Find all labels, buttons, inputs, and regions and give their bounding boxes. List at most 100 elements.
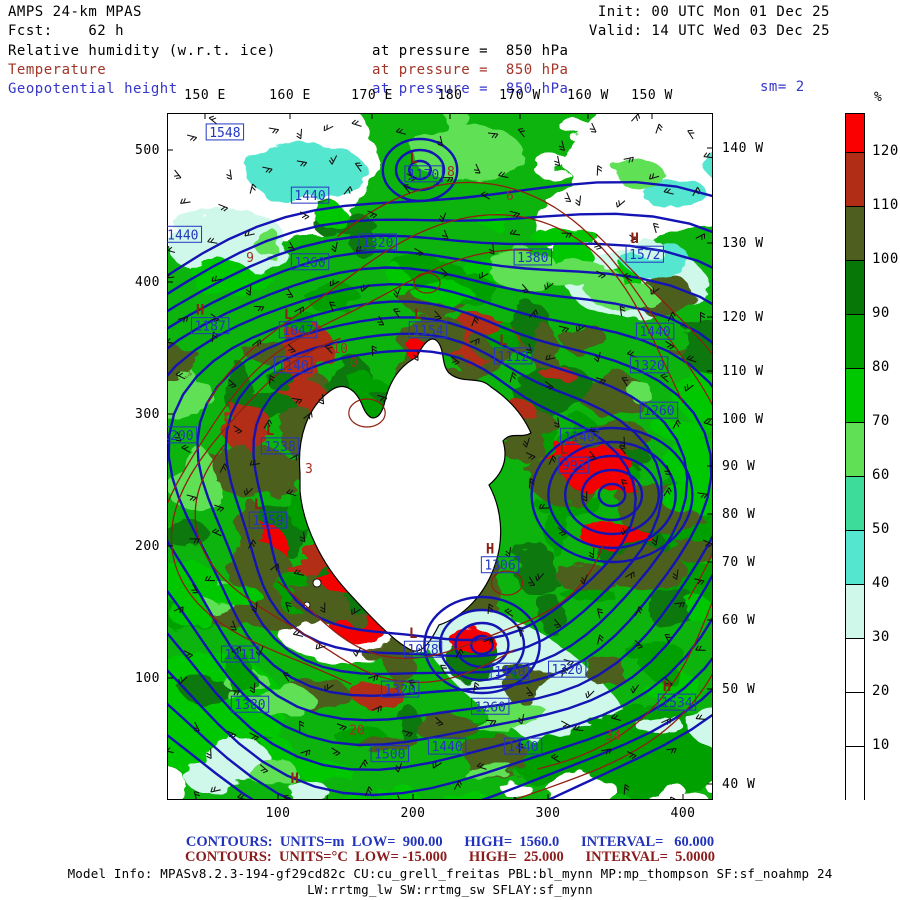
colorbar-segment (846, 114, 864, 153)
height-label-box (635, 322, 675, 340)
height-label-box (490, 662, 530, 680)
height-label-box (560, 427, 599, 445)
height-label: 1260 (643, 404, 674, 419)
axis-tick-label: 100 W (722, 412, 764, 427)
model-info-line2: LW:rrtmg_lw SW:rrtmg_sw SFLAY:sf_mynn (307, 882, 593, 897)
axis-tick-label: 200 (400, 806, 426, 821)
height-label-box (220, 645, 260, 663)
colorbar-tick: 110 (872, 197, 899, 213)
height-label: 1112 (498, 350, 529, 365)
height-label-box (548, 660, 587, 678)
contour-lines (167, 137, 713, 800)
height-label: 1260 (294, 256, 325, 271)
height-label-box (248, 511, 288, 529)
colorbar-segment (846, 369, 864, 423)
height-label-box (427, 737, 467, 755)
map-annotations: 1548 1440 1440 1320 1380 1260 1140 1440 1320 1260… (167, 123, 697, 787)
height-label-box (639, 401, 679, 419)
height-label: 1440 (167, 228, 198, 243)
axis-tick-label: 100 (265, 806, 291, 821)
height-label: 1320 (552, 663, 583, 678)
height-label-box (380, 680, 420, 698)
axis-tick-label: 90 W (722, 459, 756, 474)
axis-ticks (167, 113, 713, 800)
height-label-box (513, 248, 553, 266)
height-label: 1200 (167, 429, 194, 444)
axis-tick-label: 170 E (351, 88, 393, 103)
colorbar-segment (846, 207, 864, 261)
height-label: 1320 (633, 359, 664, 374)
height-label-box (260, 437, 300, 455)
height-label-box (358, 233, 397, 251)
height-label: 1440 (294, 189, 325, 204)
height-label: 1534 (661, 696, 692, 711)
field-row: Temperature at pressure = 850 hPa (0, 62, 900, 80)
temp-contour-label: 3 (305, 462, 313, 477)
height-label: 1440 (507, 740, 538, 755)
field-label: Temperature (8, 62, 107, 78)
forecast-hour: Fcst: 62 h (8, 23, 125, 39)
pressure-center-letter: L (409, 626, 417, 642)
height-label-box (205, 123, 245, 141)
colorbar-segment (846, 315, 864, 369)
axis-tick-label: 50 W (722, 682, 756, 697)
colorbar-unit: % (874, 90, 882, 105)
field-row: Relative humidity (w.r.t. ice) at pressur… (0, 43, 900, 61)
model-title: AMPS 24-km MPAS (8, 4, 142, 20)
pressure-center-letter: L (499, 333, 507, 349)
height-label: 1238 (264, 440, 295, 455)
height-label-box (493, 347, 533, 365)
field-label: Relative humidity (w.r.t. ice) (8, 43, 276, 59)
height-label: 1154 (412, 324, 443, 339)
height-label-box (403, 640, 443, 658)
height-label-box (657, 693, 697, 711)
colorbar-tick: 80 (872, 359, 890, 375)
height-label: 1140 (564, 430, 595, 445)
colorbar-segment (846, 639, 864, 693)
height-label-box (190, 317, 230, 335)
height-label: 1159 (252, 514, 283, 529)
height-label: 1320 (362, 236, 393, 251)
height-label: 1078 (407, 643, 438, 658)
colorbar-segment (846, 423, 864, 477)
init-time: Init: 00 UTC Mon 01 Dec 25 (597, 4, 830, 20)
colorbar-tick: 100 (872, 251, 899, 267)
colorbar-tick: 120 (872, 143, 899, 159)
height-label-box (503, 737, 543, 755)
axis-tick-label: 130 W (722, 236, 764, 251)
height-label-box (480, 556, 520, 574)
field-label: Geopotential height (8, 81, 178, 97)
axis-tick-label: 40 W (722, 777, 756, 792)
height-label-box (290, 253, 330, 271)
height-label: 1320 (384, 683, 415, 698)
temp-contour-label: 8 (447, 165, 455, 180)
model-info-line1: Model Info: MPASv8.2.3-194-gf29cd82c CU:… (67, 866, 833, 881)
height-label-box (625, 245, 664, 263)
pressure-center-letter: H (663, 679, 671, 695)
height-label-box (167, 225, 203, 243)
height-label-box (290, 186, 330, 204)
colorbar-tick: 40 (872, 575, 890, 591)
height-label: 1440 (431, 740, 462, 755)
height-label: 1187 (194, 320, 225, 335)
colorbar-segment (846, 531, 864, 585)
map-border (167, 113, 713, 800)
axis-tick-label: 60 W (722, 613, 756, 628)
temp-contour-label: 9 (246, 251, 254, 266)
rh-colorbar (845, 113, 865, 801)
height-label: 1440 (639, 325, 670, 340)
axis-tick-label: 500 (135, 143, 160, 158)
pressure-center-letter: H (486, 542, 494, 558)
axis-tick-label: 160 E (269, 88, 311, 103)
colorbar-tick: 30 (872, 629, 890, 645)
height-label: 1260 (475, 700, 506, 715)
height-label-box (408, 321, 448, 339)
height-label: 1306 (484, 559, 515, 574)
height-label-box (471, 697, 510, 715)
colorbar-tick: 50 (872, 521, 890, 537)
temp-contour-label: 10 (332, 342, 348, 357)
field-row: Geopotential height at pressure = 850 hPa (0, 81, 900, 99)
pressure-center-letter: L (284, 307, 292, 323)
axis-tick-label: 160 W (567, 88, 609, 103)
colorbar-tick: 70 (872, 413, 890, 429)
